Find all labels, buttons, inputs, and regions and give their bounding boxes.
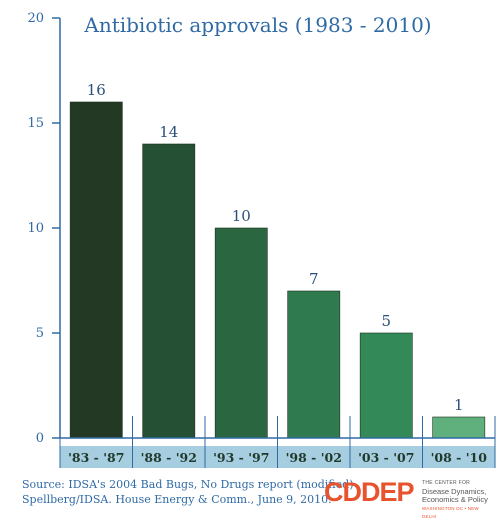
y-tick-label: 10: [27, 221, 44, 236]
bar: [142, 143, 196, 439]
logo-line-1: THE CENTER FOR: [422, 480, 471, 486]
bar-value-label: 16: [87, 81, 106, 99]
x-category-label: '98 - '02: [286, 450, 342, 465]
bar-value-label: 14: [159, 123, 178, 141]
x-axis: '83 - '87 '88 - '92 '93 - '97 '98 - '02 '03 …: [59, 416, 496, 468]
bar-value-label: 1: [454, 396, 464, 414]
chart-title: Antibiotic approvals (1983 - 2010): [83, 13, 431, 37]
logo-tagline: THE CENTER FOR Disease Dynamics, Economi…: [422, 479, 494, 522]
bar: [359, 332, 413, 439]
bar: [432, 416, 486, 439]
x-category-label: '88 - '92: [141, 450, 197, 465]
y-tick-label: 15: [27, 116, 44, 131]
source-line-2: Spellberg/IDSA. House Energy & Comm., Ju…: [22, 493, 332, 506]
y-tick-label: 20: [27, 11, 44, 26]
y-tick-label: 0: [36, 431, 44, 446]
bar-value-label: 5: [381, 312, 391, 330]
source-note: Source: IDSA's 2004 Bad Bugs, No Drugs r…: [22, 477, 353, 507]
logo-line-3: Economics & Policy: [422, 495, 488, 504]
bar-chart: Antibiotic approvals (1983 - 2010) 05101…: [27, 11, 496, 468]
bar: [69, 101, 123, 439]
bar: [214, 227, 268, 439]
logo-line-2: Disease Dynamics,: [422, 486, 487, 496]
source-line-1: Source: IDSA's 2004 Bad Bugs, No Drugs r…: [22, 478, 354, 491]
bar-value-label: 10: [232, 207, 251, 225]
cddep-logo: CDDEP THE CENTER FOR Disease Dynamics, E…: [324, 476, 494, 519]
x-category-label: '03 - '07: [358, 450, 414, 465]
x-category-label: '93 - '97: [213, 450, 269, 465]
y-tick-label: 5: [36, 326, 44, 341]
logo-wordmark: CDDEP: [324, 477, 415, 507]
x-category-label: '83 - '87: [68, 450, 124, 465]
x-category-label: '08 - '10: [431, 450, 488, 465]
y-axis: 0 5 10 15 20: [27, 11, 61, 446]
logo-line-4: WASHINGTON DC • NEW DELHI: [422, 505, 479, 520]
bars-group: 16 14 10 7 5 1: [69, 81, 486, 439]
bar-value-label: 7: [309, 270, 319, 288]
bar: [287, 290, 341, 439]
